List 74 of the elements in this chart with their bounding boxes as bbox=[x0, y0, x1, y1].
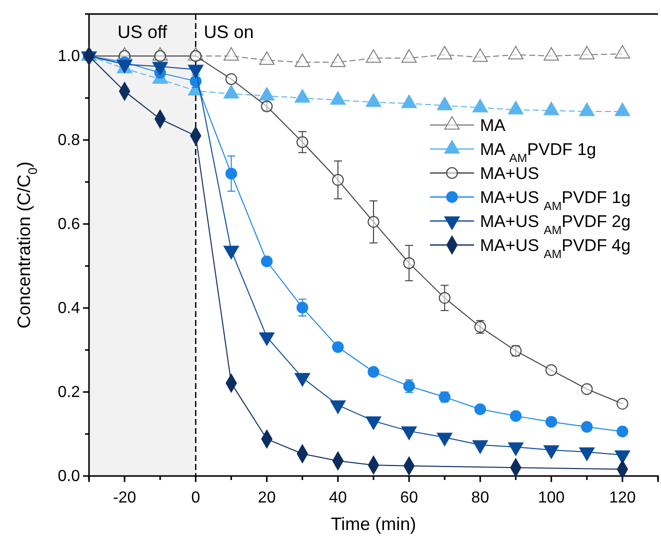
point bbox=[544, 102, 560, 116]
legend-label: MA+US $_{AM}$PVDF 4g bbox=[480, 236, 631, 261]
point bbox=[544, 445, 560, 459]
point bbox=[581, 421, 593, 433]
x-axis-title: Time (min) bbox=[330, 514, 416, 534]
point bbox=[581, 383, 593, 395]
point bbox=[614, 102, 630, 116]
point bbox=[401, 49, 417, 63]
point bbox=[614, 45, 630, 59]
point bbox=[366, 49, 382, 63]
x-tick-label: 80 bbox=[471, 490, 490, 507]
point bbox=[508, 46, 524, 60]
point bbox=[436, 96, 452, 110]
x-tick-label: 40 bbox=[329, 490, 347, 507]
point bbox=[366, 416, 382, 430]
point bbox=[579, 447, 595, 461]
point bbox=[224, 84, 239, 98]
point bbox=[579, 46, 595, 60]
point bbox=[332, 174, 344, 186]
x-tick-label: 0 bbox=[191, 490, 200, 507]
point bbox=[296, 302, 308, 314]
band-label: US off bbox=[117, 22, 168, 42]
legend-label: MA bbox=[480, 116, 506, 135]
point bbox=[225, 168, 238, 180]
point bbox=[544, 47, 560, 61]
x-tick-label: 100 bbox=[538, 490, 565, 507]
point bbox=[616, 398, 628, 410]
point bbox=[614, 450, 630, 464]
y-tick-label: 0.4 bbox=[58, 300, 80, 318]
point bbox=[616, 426, 628, 438]
x-tick-label: 120 bbox=[609, 490, 636, 507]
x-tick-label: 20 bbox=[258, 490, 276, 507]
x-tick-label: 60 bbox=[400, 490, 418, 507]
point bbox=[294, 53, 310, 67]
point bbox=[579, 102, 595, 116]
point bbox=[472, 48, 488, 62]
y-tick-label: 0.8 bbox=[58, 132, 80, 150]
legend-label: MA+US $_{AM}$PVDF 1g bbox=[480, 188, 631, 213]
y-tick-label: 1.0 bbox=[58, 48, 80, 66]
point bbox=[294, 89, 310, 103]
point bbox=[438, 292, 450, 304]
point bbox=[474, 403, 486, 416]
point bbox=[545, 416, 558, 428]
point bbox=[403, 257, 415, 269]
point bbox=[401, 426, 417, 440]
y-tick-label: 0.6 bbox=[58, 216, 80, 234]
legend-label: MA $_{AM}$PVDF 1g bbox=[480, 140, 596, 165]
point bbox=[259, 51, 275, 65]
y-tick-label: 0.0 bbox=[58, 468, 80, 486]
point bbox=[330, 53, 346, 67]
point bbox=[224, 47, 239, 61]
point bbox=[508, 442, 524, 456]
point bbox=[330, 91, 346, 105]
point bbox=[259, 87, 275, 101]
point bbox=[436, 432, 452, 446]
point bbox=[332, 341, 344, 353]
point bbox=[472, 98, 488, 112]
point bbox=[545, 364, 558, 376]
point bbox=[296, 136, 308, 148]
x-tick-label: -20 bbox=[113, 490, 136, 507]
point bbox=[472, 440, 488, 454]
legend-label: MA+US $_{AM}$PVDF 2g bbox=[480, 212, 631, 237]
y-tick-label: 0.2 bbox=[58, 384, 80, 402]
point bbox=[508, 100, 524, 114]
point bbox=[368, 366, 380, 378]
ref-line-label: US on bbox=[204, 22, 254, 42]
point bbox=[401, 94, 417, 108]
point bbox=[366, 93, 382, 107]
point bbox=[368, 216, 380, 228]
legend-label: MA+US bbox=[480, 164, 540, 183]
point bbox=[510, 410, 522, 422]
point bbox=[436, 46, 452, 60]
point bbox=[260, 256, 273, 268]
point bbox=[330, 400, 346, 414]
